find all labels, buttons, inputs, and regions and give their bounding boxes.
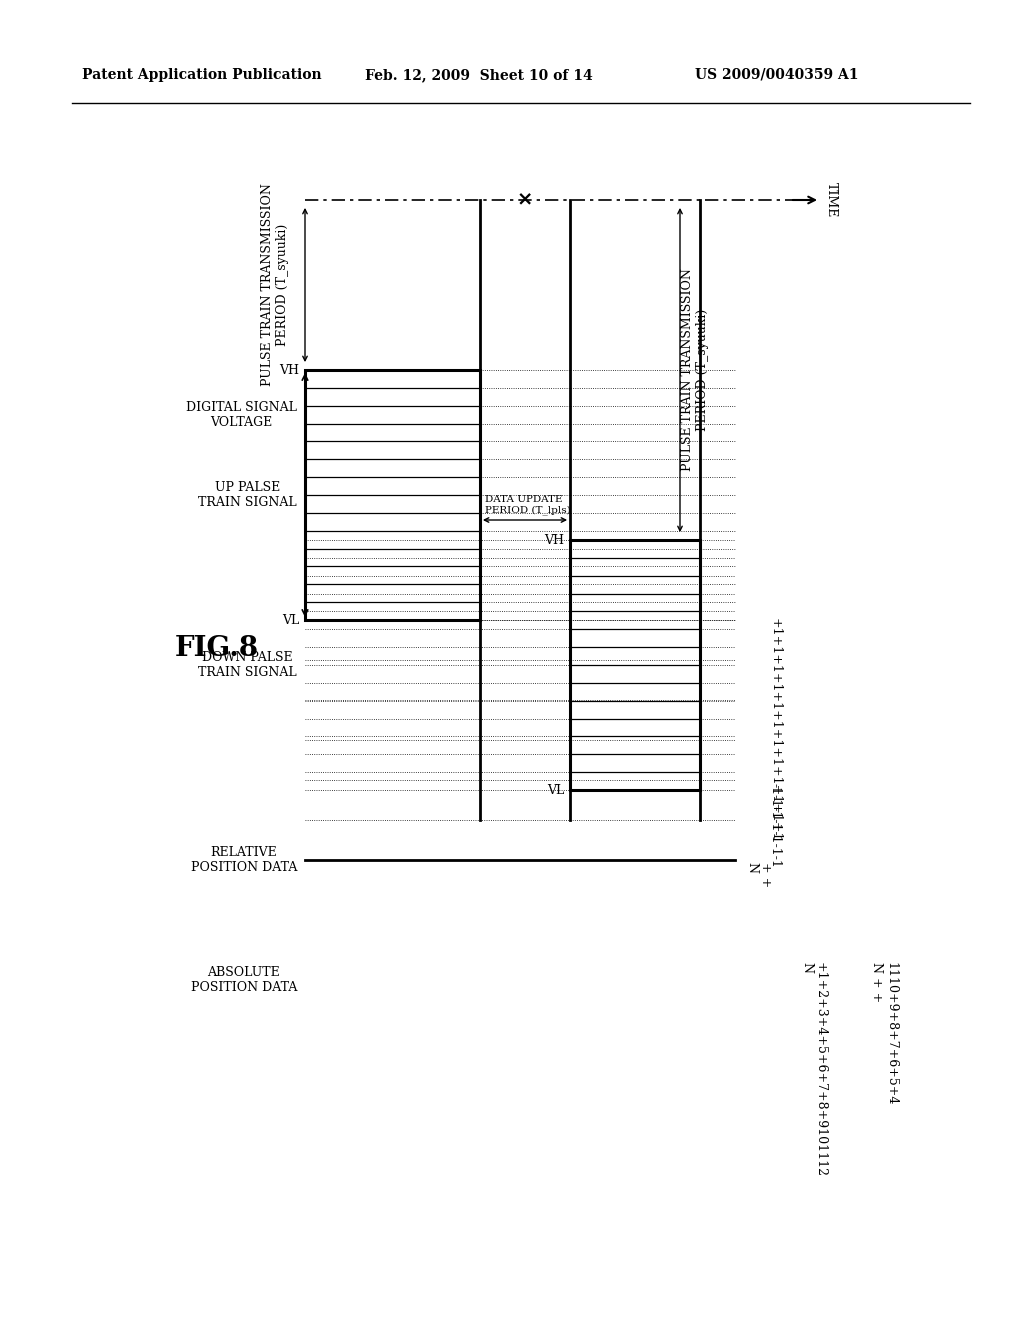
Text: 1110+9+8+7+6+5+4: 1110+9+8+7+6+5+4 [884,962,897,1105]
Bar [305,370,480,620]
Text: US 2009/0040359 A1: US 2009/0040359 A1 [695,69,858,82]
Text: ABSOLUTE
POSITION DATA: ABSOLUTE POSITION DATA [190,966,297,994]
Text: PULSE TRAIN TRANSMISSION
PERIOD (T_syuuki): PULSE TRAIN TRANSMISSION PERIOD (T_syuuk… [261,183,289,387]
Text: -1-1-1-1-1-1-1: -1-1-1-1-1-1-1 [768,783,781,867]
Text: DOWN PALSE
TRAIN SIGNAL: DOWN PALSE TRAIN SIGNAL [199,651,297,678]
Text: VL: VL [547,784,564,796]
Text: ×: × [517,190,534,210]
Text: Feb. 12, 2009  Sheet 10 of 14: Feb. 12, 2009 Sheet 10 of 14 [365,69,593,82]
Text: N: N [745,862,758,873]
Text: VH: VH [544,533,564,546]
Text: TIME: TIME [825,182,838,218]
Text: PULSE TRAIN TRANSMISSION
PERIOD (T_syuuki): PULSE TRAIN TRANSMISSION PERIOD (T_syuuk… [681,268,709,471]
Text: VH: VH [279,363,299,376]
Text: N: N [800,962,813,973]
Text: +1+1+1+1+1+1+1+1+1+1+1+1: +1+1+1+1+1+1+1+1+1+1+1+1 [768,618,781,842]
Text: N + +: N + + [870,962,883,1002]
Text: RELATIVE
POSITION DATA: RELATIVE POSITION DATA [190,846,297,874]
Text: DATA UPDATE
PERIOD (T_lpls): DATA UPDATE PERIOD (T_lpls) [485,495,570,515]
Text: +1+2+3+4+5+6+7+8+9101112: +1+2+3+4+5+6+7+8+9101112 [814,962,827,1177]
Text: + +: + + [759,862,772,887]
Bar [570,540,700,789]
Text: FIG.8: FIG.8 [175,635,259,663]
Text: UP PALSE
TRAIN SIGNAL: UP PALSE TRAIN SIGNAL [199,480,297,510]
Text: Patent Application Publication: Patent Application Publication [82,69,322,82]
Text: DIGITAL SIGNAL
VOLTAGE: DIGITAL SIGNAL VOLTAGE [186,401,297,429]
Text: VL: VL [282,614,299,627]
